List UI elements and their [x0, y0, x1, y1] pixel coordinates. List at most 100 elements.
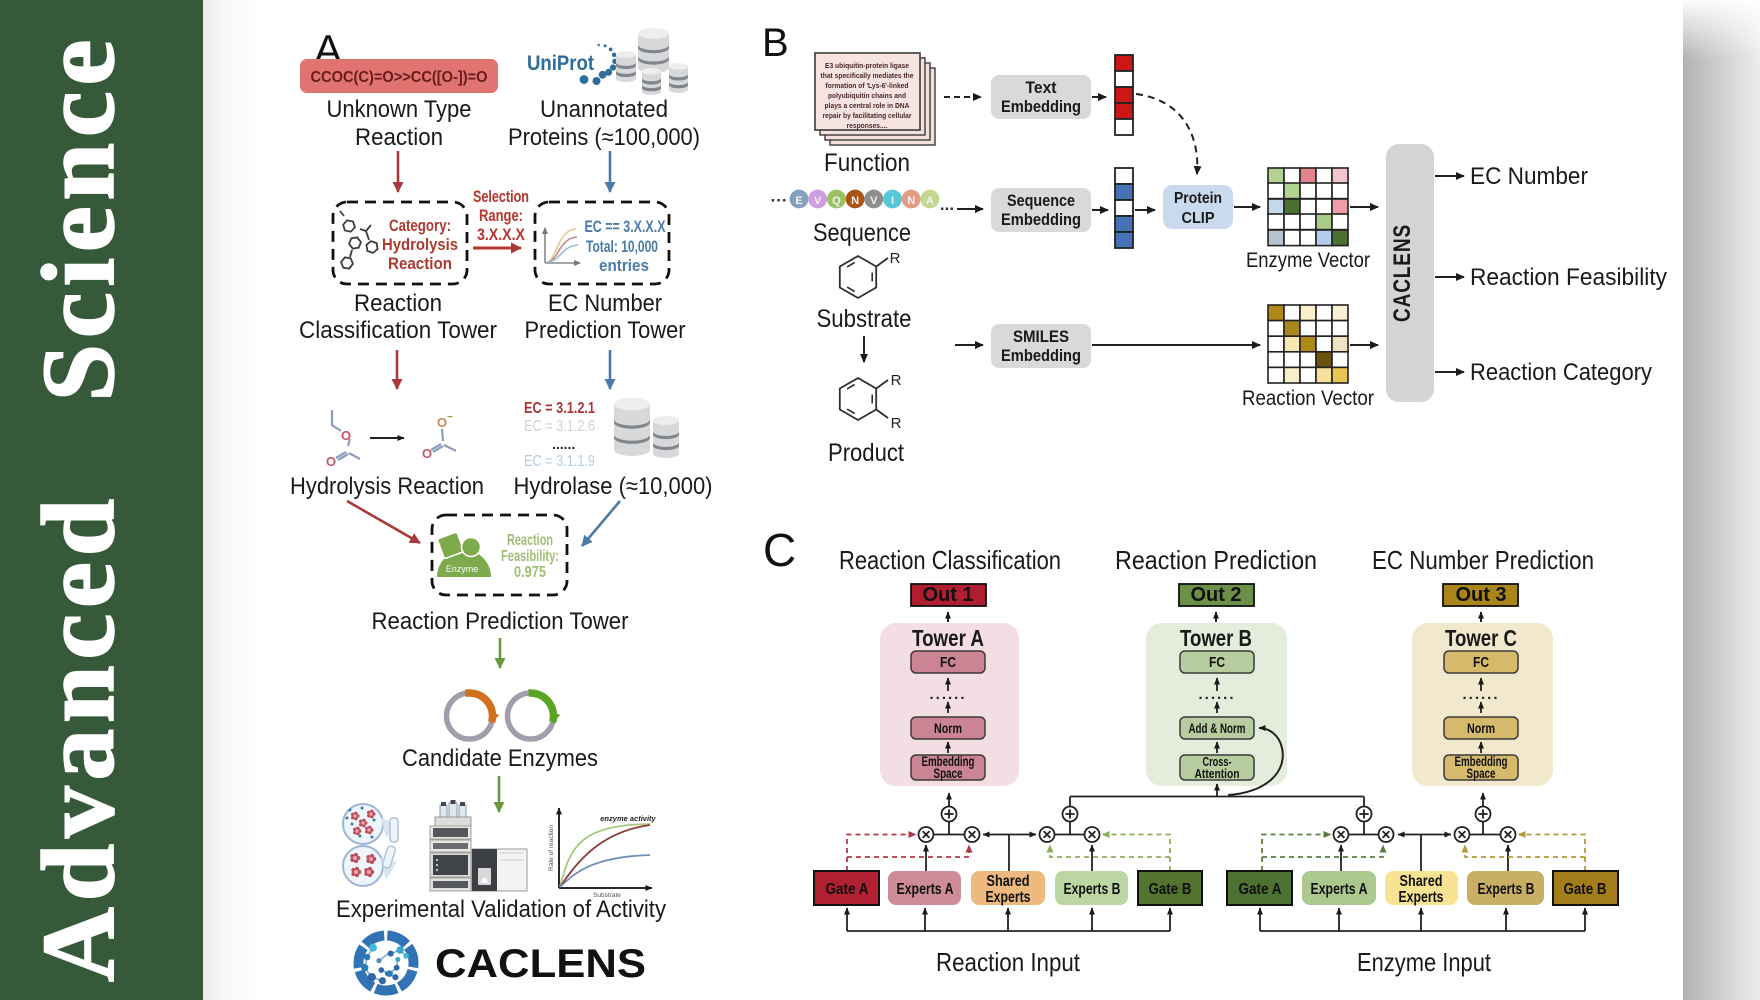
svg-text:Reaction Prediction: Reaction Prediction — [1115, 545, 1317, 575]
svg-text:SMILES: SMILES — [1013, 327, 1069, 346]
svg-text:Text: Text — [1026, 78, 1057, 97]
svg-text:repair by facilitating cellula: repair by facilitating cellular — [823, 111, 912, 120]
svg-text:EC = 3.1.2.1: EC = 3.1.2.1 — [524, 400, 595, 417]
svg-text:Hydrolysis: Hydrolysis — [382, 236, 458, 254]
svg-text:formation of 'Lys-6'-linked: formation of 'Lys-6'-linked — [826, 81, 909, 90]
svg-text:N: N — [851, 195, 859, 207]
svg-text:Sequence: Sequence — [813, 219, 911, 247]
svg-text:plays a central role in DNA: plays a central role in DNA — [825, 101, 910, 110]
svg-text:Embedding: Embedding — [1001, 210, 1081, 229]
svg-text:Experts A: Experts A — [897, 881, 954, 898]
svg-text:Reaction Vector: Reaction Vector — [1242, 387, 1374, 410]
svg-text:Reaction Category: Reaction Category — [1470, 359, 1652, 386]
svg-text:Gate B: Gate B — [1149, 881, 1192, 898]
svg-text:Shared: Shared — [1400, 873, 1443, 890]
svg-text:EC Number: EC Number — [548, 290, 662, 317]
svg-text:......: ...... — [1462, 686, 1499, 703]
svg-text:Range:: Range: — [479, 207, 523, 225]
svg-text:Reaction Prediction Tower: Reaction Prediction Tower — [372, 608, 629, 635]
svg-text:Tower A: Tower A — [912, 625, 984, 651]
svg-text:Out 1: Out 1 — [922, 584, 973, 606]
svg-text:EC == 3.X.X.X: EC == 3.X.X.X — [585, 218, 666, 236]
svg-text:Reaction: Reaction — [354, 290, 442, 317]
svg-text:Gate A: Gate A — [826, 881, 869, 898]
svg-text:Embedding: Embedding — [922, 754, 975, 769]
svg-text:Experts: Experts — [1399, 889, 1444, 906]
svg-text:CLIP: CLIP — [1182, 210, 1215, 227]
svg-text:CACLENS: CACLENS — [435, 942, 646, 986]
svg-text:EC = 3.1.1.9: EC = 3.1.1.9 — [524, 453, 595, 470]
svg-text:......: ...... — [929, 686, 966, 703]
svg-text:Proteins (≈100,000): Proteins (≈100,000) — [508, 124, 700, 151]
svg-text:R: R — [890, 250, 901, 267]
svg-text:Out 2: Out 2 — [1190, 584, 1241, 606]
svg-text:C: C — [763, 524, 796, 576]
svg-text:Out 3: Out 3 — [1455, 584, 1506, 606]
svg-text:Reaction Classification: Reaction Classification — [839, 545, 1061, 575]
svg-text:Gate B: Gate B — [1564, 881, 1607, 898]
svg-text:Classification Tower: Classification Tower — [299, 317, 497, 344]
svg-text:Reaction Input: Reaction Input — [936, 947, 1081, 977]
svg-text:Reaction: Reaction — [388, 255, 452, 273]
svg-text:Embedding: Embedding — [1001, 97, 1081, 116]
svg-text:Unannotated: Unannotated — [540, 96, 668, 123]
svg-text:Candidate Enzymes: Candidate Enzymes — [402, 745, 598, 772]
svg-text:Enzyme Vector: Enzyme Vector — [1246, 249, 1370, 272]
svg-text:Tower B: Tower B — [1180, 625, 1252, 651]
svg-text:Hydrolysis Reaction: Hydrolysis Reaction — [290, 473, 484, 500]
svg-text:UniProt: UniProt — [527, 52, 594, 75]
svg-text:Attention: Attention — [1195, 766, 1240, 781]
svg-text:R: R — [891, 415, 902, 432]
svg-text:Function: Function — [824, 149, 910, 177]
svg-text:Substrate: Substrate — [593, 892, 621, 899]
svg-text:O: O — [326, 454, 336, 469]
svg-text:......: ...... — [552, 436, 575, 452]
svg-text:E: E — [795, 195, 802, 207]
svg-text:Norm: Norm — [1467, 720, 1495, 736]
svg-text:−: − — [447, 412, 453, 423]
svg-text:EC Number Prediction: EC Number Prediction — [1372, 545, 1594, 575]
svg-text:FC: FC — [940, 654, 956, 671]
svg-text:O: O — [437, 415, 447, 430]
svg-text:Enzyme: Enzyme — [446, 564, 479, 574]
svg-text:Selection: Selection — [473, 188, 529, 206]
svg-text:Cross-: Cross- — [1203, 754, 1232, 769]
svg-text:Experimental Validation of Act: Experimental Validation of Activity — [336, 896, 666, 923]
svg-text:......: ...... — [1198, 686, 1235, 703]
svg-text:Embedding: Embedding — [1455, 754, 1508, 769]
svg-text:FC: FC — [1473, 654, 1489, 671]
svg-text:Experts A: Experts A — [1311, 881, 1368, 898]
svg-text:Hydrolase (≈10,000): Hydrolase (≈10,000) — [514, 473, 713, 500]
svg-text:Embedding: Embedding — [1001, 346, 1081, 365]
svg-text:0.975: 0.975 — [514, 564, 546, 581]
svg-text:Product: Product — [828, 439, 904, 467]
svg-text:Substrate: Substrate — [817, 305, 912, 333]
svg-text:Rate of reaction: Rate of reaction — [548, 825, 555, 871]
svg-text:Category:: Category: — [389, 217, 451, 235]
svg-text:Norm: Norm — [934, 720, 962, 736]
svg-text:Shared: Shared — [987, 873, 1030, 890]
svg-text:CACLENS: CACLENS — [1389, 224, 1416, 322]
svg-text:Reaction: Reaction — [507, 532, 553, 549]
svg-text:E3 ubiquitin-protein ligase: E3 ubiquitin-protein ligase — [825, 61, 909, 70]
svg-text:O: O — [422, 446, 432, 461]
svg-text:entries: entries — [599, 257, 649, 275]
svg-text:EC Number: EC Number — [1470, 163, 1588, 190]
svg-text:Experts B: Experts B — [1064, 881, 1121, 898]
svg-text:CCOC(C)=O>>CC([O-])=O: CCOC(C)=O>>CC([O-])=O — [311, 69, 488, 86]
svg-text:Sequence: Sequence — [1007, 191, 1075, 210]
svg-text:Q: Q — [832, 195, 841, 207]
svg-text:Add & Norm: Add & Norm — [1189, 721, 1246, 736]
svg-text:Gate A: Gate A — [1239, 881, 1282, 898]
svg-text:3.X.X.X: 3.X.X.X — [477, 226, 525, 244]
svg-text:Protein: Protein — [1174, 190, 1222, 207]
svg-text:Prediction Tower: Prediction Tower — [525, 317, 686, 344]
svg-text:Total: 10,000: Total: 10,000 — [586, 238, 658, 256]
svg-text:EC = 3.1.2.6: EC = 3.1.2.6 — [524, 418, 595, 435]
svg-text:Experts B: Experts B — [1478, 881, 1535, 898]
svg-text:responses....: responses.... — [847, 121, 888, 130]
svg-text:V: V — [870, 195, 878, 207]
svg-text:Reaction Feasibility: Reaction Feasibility — [1470, 264, 1667, 291]
svg-text:···: ··· — [771, 191, 788, 210]
svg-text:Feasibility:: Feasibility: — [501, 548, 559, 565]
